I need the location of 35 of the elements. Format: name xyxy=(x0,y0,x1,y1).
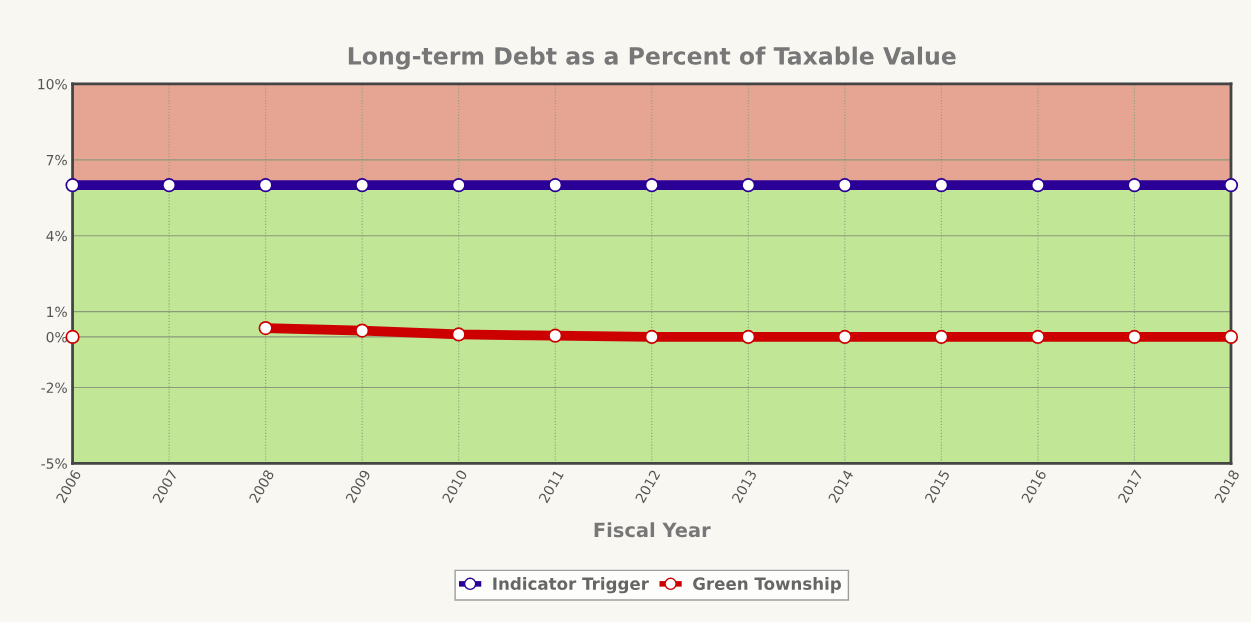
point xyxy=(741,178,756,193)
legend-label: Green Township xyxy=(693,577,841,594)
y-tick-label: 10% xyxy=(38,78,67,90)
point xyxy=(162,178,177,193)
point xyxy=(1030,178,1045,193)
y-tick-label: 1% xyxy=(47,306,67,318)
point xyxy=(1127,178,1142,193)
point xyxy=(65,178,80,193)
point xyxy=(258,178,273,193)
point xyxy=(741,329,756,345)
chart-title: Long-term Debt as a Percent of Taxable Value xyxy=(348,46,956,70)
point xyxy=(644,178,659,193)
point xyxy=(837,329,852,345)
y-tick-label: -2% xyxy=(41,382,67,393)
y-tick-label: 7% xyxy=(46,154,67,166)
legend-label: Indicator Trigger xyxy=(493,577,649,594)
point xyxy=(644,329,659,345)
point xyxy=(355,178,370,193)
point xyxy=(1127,329,1142,345)
point xyxy=(1223,178,1239,193)
point xyxy=(258,320,273,336)
x-axis-title: Fiscal Year xyxy=(594,522,711,538)
point xyxy=(1223,329,1239,345)
point xyxy=(548,178,563,193)
point xyxy=(934,329,949,345)
point xyxy=(548,328,563,343)
point xyxy=(65,329,80,345)
point xyxy=(1030,329,1045,345)
y-tick-label: 4% xyxy=(46,230,67,242)
point xyxy=(837,178,852,193)
point xyxy=(355,323,370,338)
y-tick-label: -5% xyxy=(41,458,67,469)
point xyxy=(934,178,949,193)
point xyxy=(451,327,466,342)
point xyxy=(451,178,466,193)
